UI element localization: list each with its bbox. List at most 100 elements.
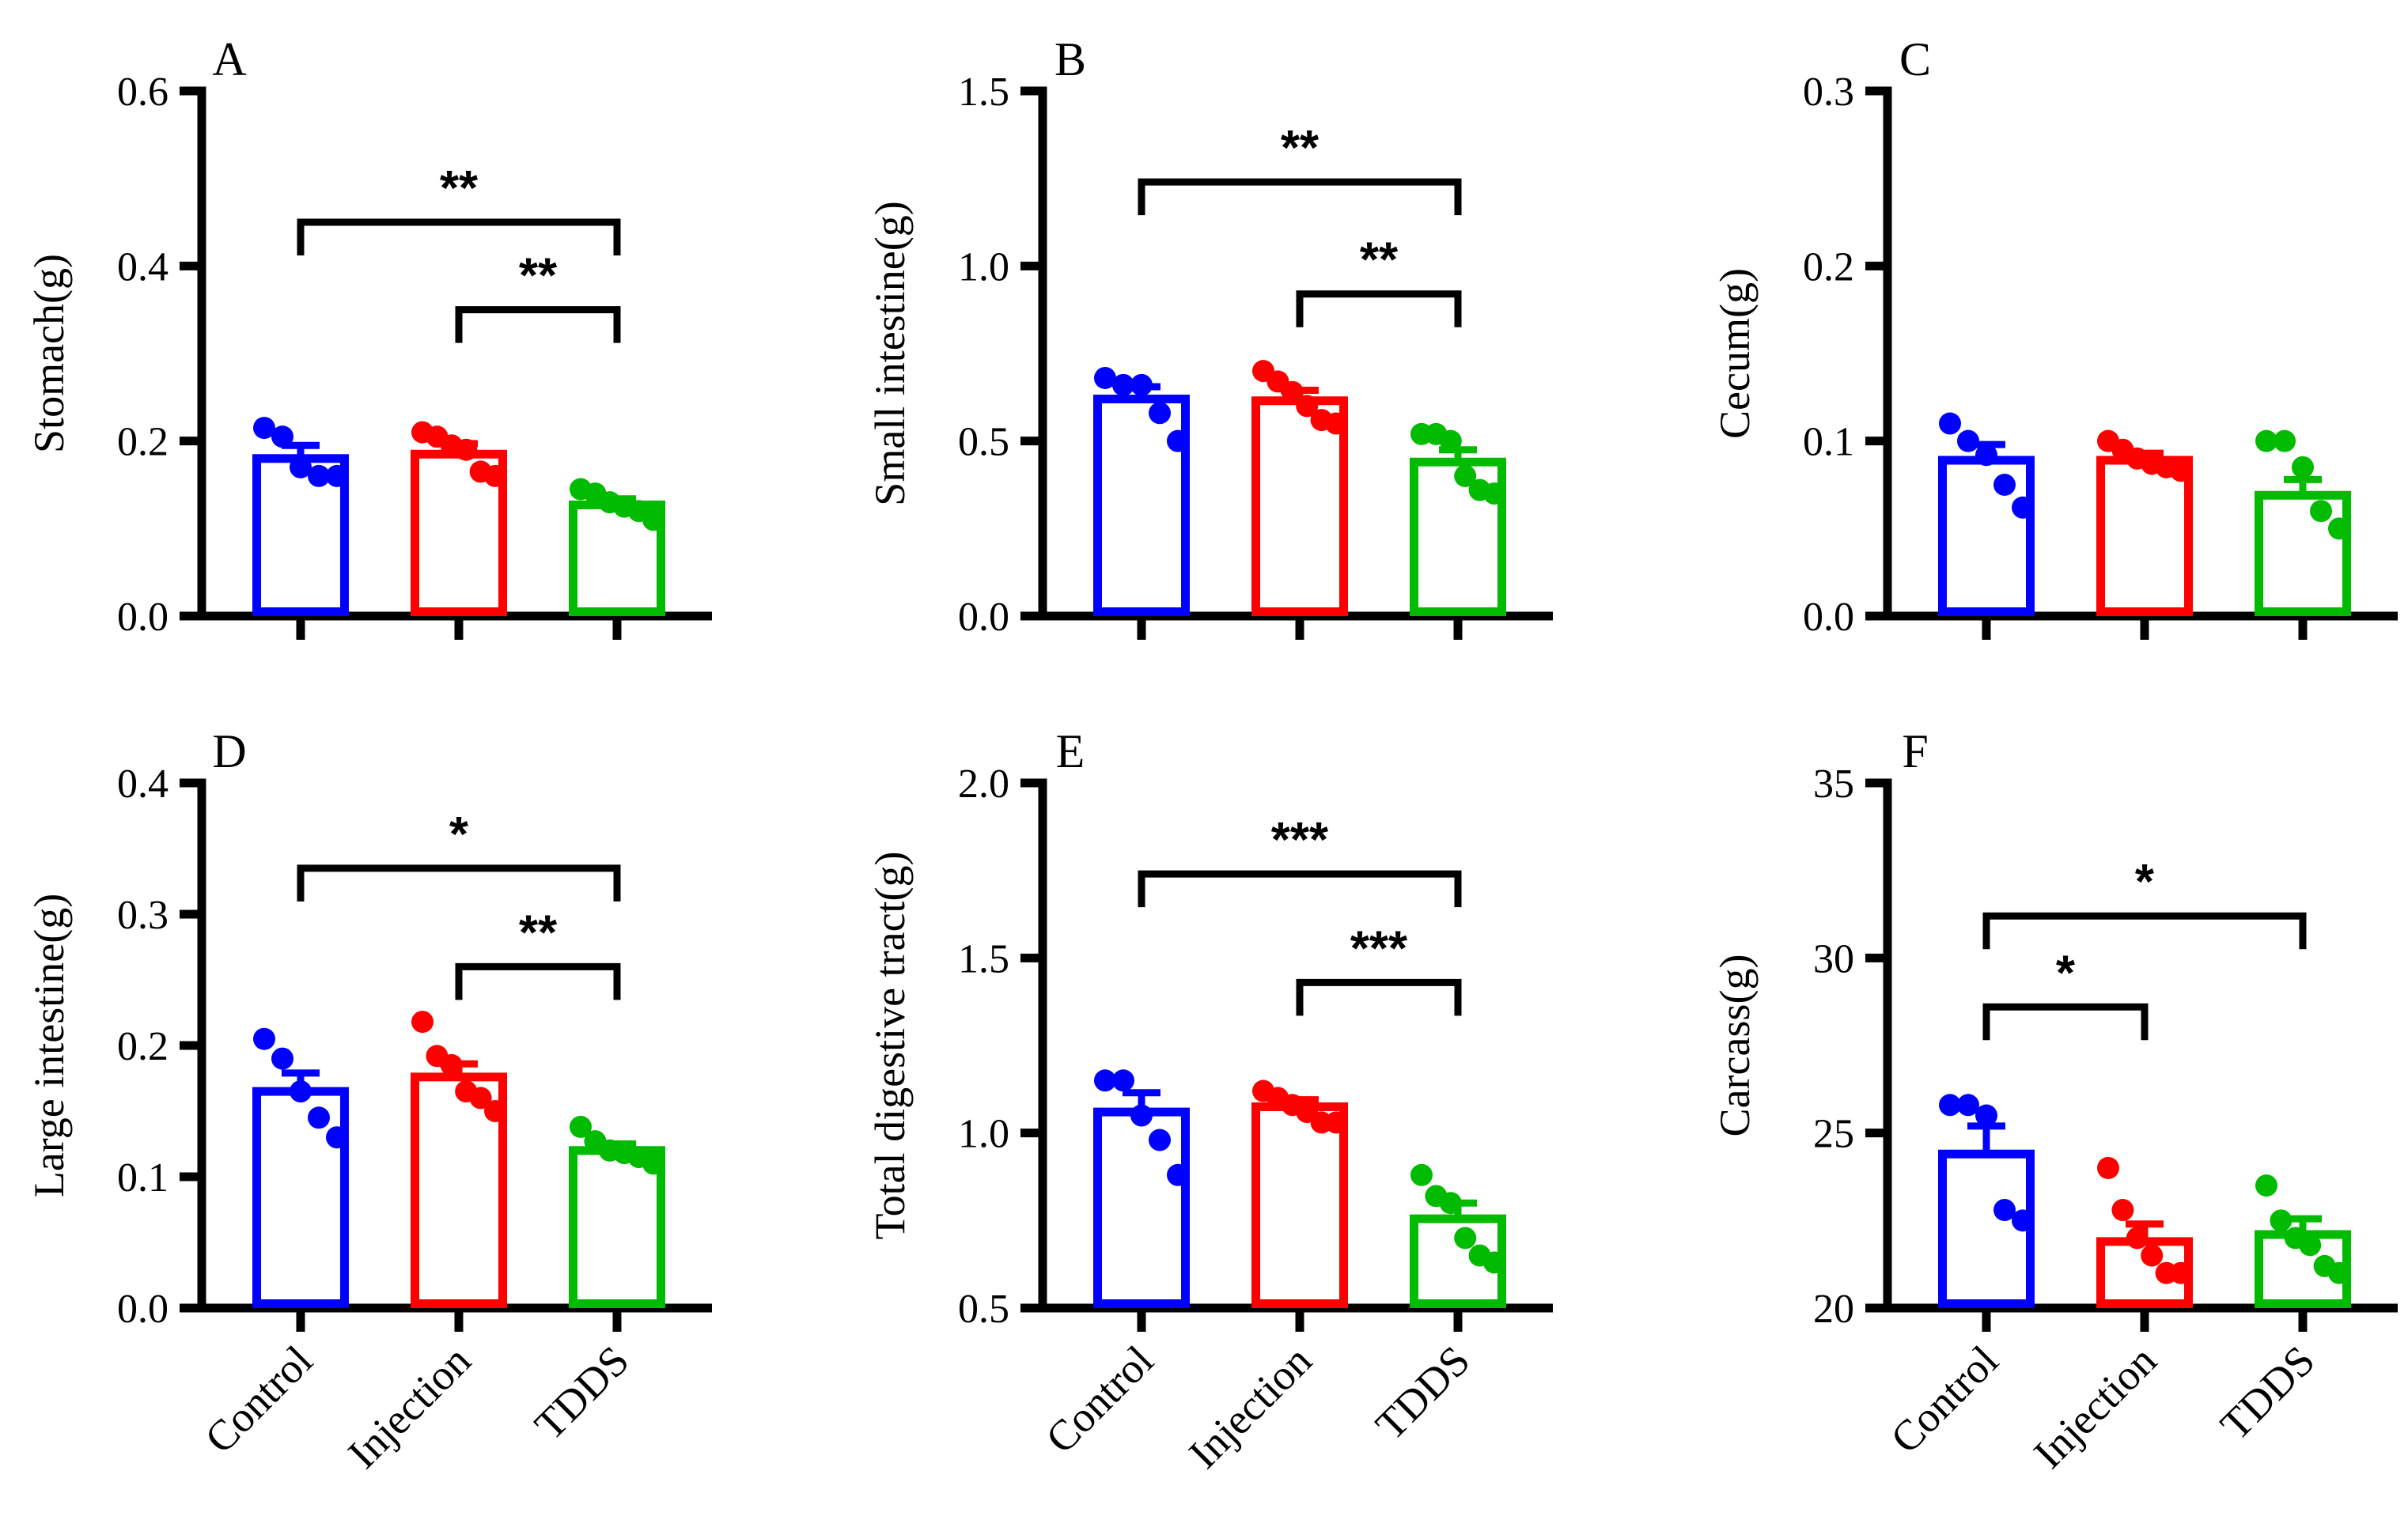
data-point-tdds (2328, 1261, 2350, 1284)
data-point-tdds (1439, 1192, 1462, 1215)
data-point-control (253, 417, 275, 440)
y-tick-label: 0.3 (1803, 70, 1854, 115)
y-axis-title: Stomach(g) (25, 254, 73, 453)
significance-label: * (2135, 855, 2155, 909)
x-category-label: Control (195, 1337, 321, 1462)
x-category-label: Control (1036, 1337, 1162, 1462)
data-point-tdds (2299, 1234, 2322, 1257)
significance-bracket (1296, 290, 1462, 327)
data-point-tdds (2292, 456, 2314, 478)
panel-letter: C (1899, 33, 1931, 85)
significance-bracket (455, 306, 621, 343)
y-tick-label: 1.0 (958, 1112, 1009, 1157)
data-point-control (1975, 1104, 1997, 1127)
data-point-control (290, 1080, 312, 1103)
y-tick-label: 0.1 (1803, 420, 1854, 465)
data-point-tdds (2255, 1174, 2277, 1197)
data-point-control (1939, 412, 1961, 435)
significance-label: *** (1350, 921, 1408, 976)
data-point-control (308, 464, 330, 487)
data-point-control (2012, 496, 2034, 519)
data-point-control (1993, 474, 2016, 496)
x-category-label: TDDS (525, 1337, 638, 1449)
y-tick-label: 0.4 (117, 244, 168, 289)
data-point-injection (411, 1011, 434, 1034)
data-point-control (326, 1126, 348, 1149)
data-point-injection (2097, 1156, 2119, 1179)
y-tick-label: 0.0 (117, 595, 168, 640)
data-point-control (1167, 1163, 1189, 1186)
bar-control (252, 1087, 349, 1308)
panel-b: B 0.0 0.5 1.0 1.5 Small intestine(g) ** ** (866, 33, 1553, 640)
y-tick-label: 1.5 (958, 70, 1009, 115)
data-point-tdds (570, 1115, 592, 1138)
y-tick-label: 0.6 (117, 70, 168, 115)
panel-letter: D (212, 725, 246, 777)
data-point-control (308, 1106, 330, 1129)
panel-e: E 0.5 1.0 1.5 2.0 Total digestive tract(g) Con… (866, 725, 1553, 1477)
y-tick-label: 0.2 (1803, 244, 1854, 289)
panel-c: C 0.0 0.1 0.2 0.3 Cecum(g) (1711, 33, 2398, 640)
data-point-control (1939, 1094, 1961, 1117)
data-point-control (1167, 429, 1189, 452)
panel-d: D 0.0 0.1 0.2 0.3 0.4 Large intestine(g) Contro… (25, 725, 712, 1477)
data-point-injection (1325, 412, 1347, 435)
bar-injection (1251, 1102, 1348, 1309)
y-tick-label: 30 (1813, 936, 1854, 981)
significance-bracket (297, 864, 621, 902)
x-category-label: Injection (339, 1337, 479, 1477)
panel-letter: E (1056, 725, 1085, 777)
significance-bracket (1982, 912, 2307, 950)
y-axis-title: Carcass(g) (1711, 955, 1759, 1137)
data-point-control (1993, 1199, 2016, 1222)
data-point-control (290, 456, 312, 478)
data-point-injection (2141, 1244, 2164, 1267)
data-point-control (1957, 429, 1979, 452)
data-point-control (1130, 373, 1153, 396)
significance-label: ** (519, 249, 558, 304)
data-point-injection (1325, 1111, 1347, 1134)
significance-label: ** (519, 905, 558, 960)
y-tick-label: 0.0 (958, 595, 1009, 640)
bar-tdds (569, 1146, 665, 1309)
data-point-tdds (642, 1152, 664, 1175)
data-point-tdds (2270, 1209, 2293, 1232)
data-point-tdds (1454, 464, 1477, 487)
data-point-injection (2126, 1227, 2149, 1250)
data-point-injection (2111, 1199, 2134, 1222)
data-point-tdds (642, 509, 664, 531)
y-tick-label: 0.3 (117, 893, 168, 938)
y-tick-label: 0.4 (117, 762, 168, 807)
y-tick-label: 20 (1813, 1287, 1854, 1332)
y-tick-label: 1.5 (958, 936, 1009, 981)
x-category-label: Injection (2024, 1337, 2165, 1477)
significance-bracket (297, 218, 621, 255)
data-point-control (253, 1027, 275, 1050)
data-point-injection (484, 1100, 506, 1122)
x-category-label: TDDS (2211, 1337, 2323, 1449)
y-tick-label: 0.1 (117, 1155, 168, 1200)
data-point-control (271, 425, 293, 448)
x-category-label: TDDS (1366, 1337, 1478, 1449)
data-point-injection (1296, 395, 1319, 418)
significance-bracket (1138, 870, 1462, 908)
data-point-injection (440, 1053, 463, 1076)
data-point-injection (469, 1087, 492, 1110)
bar-control (1093, 1107, 1190, 1309)
data-point-tdds (1439, 429, 1462, 452)
data-point-tdds (1410, 1163, 1433, 1186)
y-tick-label: 1.0 (958, 244, 1009, 289)
panel-a: A 0.0 0.2 0.4 0.6 Stomach(g) ** ** (25, 33, 712, 640)
data-point-tdds (2274, 429, 2296, 452)
panel-f: F 20 25 30 35 Carcass(g) Control Injection TDDS *… (1711, 725, 2398, 1477)
bar-injection (2096, 456, 2193, 616)
y-tick-label: 0.0 (117, 1287, 168, 1332)
y-axis-title: Small intestine(g) (866, 201, 914, 505)
data-point-control (1094, 1069, 1116, 1092)
data-point-control (1975, 444, 1997, 467)
data-point-control (1112, 373, 1134, 396)
y-tick-label: 0.0 (1803, 595, 1854, 640)
y-axis-title: Total digestive tract(g) (866, 851, 914, 1239)
y-tick-label: 0.2 (117, 420, 168, 465)
data-point-tdds (2310, 500, 2332, 523)
